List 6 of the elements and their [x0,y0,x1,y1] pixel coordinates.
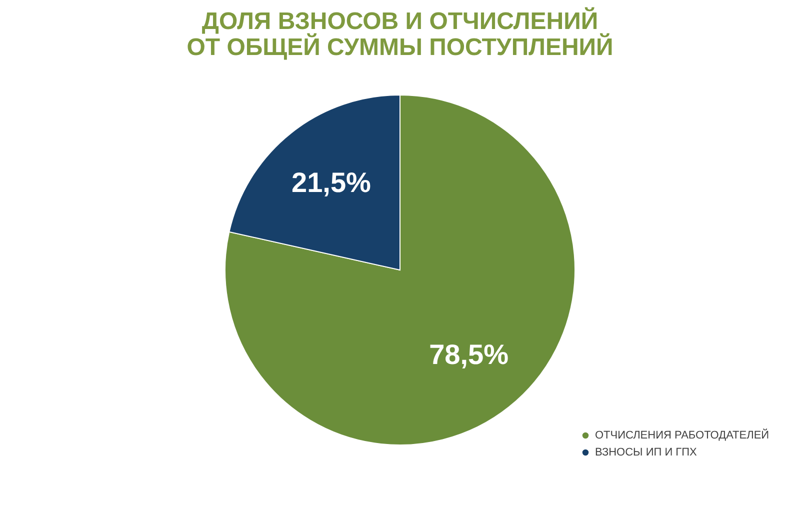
pie-slice [224,94,576,446]
legend-label: ВЗНОСЫ ИП И ГПХ [595,446,698,458]
data-label: 78,5% [429,338,509,370]
legend-label: ОТЧИСЛЕНИЯ РАБОТОДАТЕЛЕЙ [595,428,770,442]
data-label: 21,5% [292,167,372,198]
chart-title: ДОЛЯ ВЗНОСОВ И ОТЧИСЛЕНИЙ ОТ ОБЩЕЙ СУММЫ ПОСТУПЛЕНИЙ [186,7,614,61]
